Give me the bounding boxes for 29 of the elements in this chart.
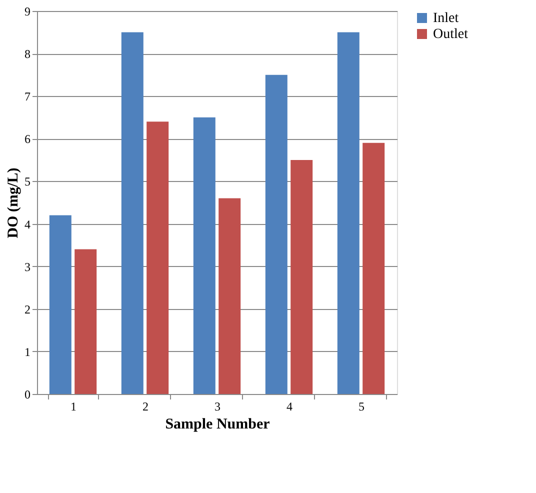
bar	[265, 74, 288, 394]
bar	[362, 142, 385, 394]
y-tick-label: 4	[24, 217, 30, 232]
y-tick-label: 8	[24, 47, 30, 62]
bar	[74, 249, 97, 394]
y-tick-label: 6	[24, 132, 30, 146]
x-axis-title: Sample Number	[165, 416, 270, 432]
x-tick-label: 5	[358, 400, 364, 414]
y-tick-label: 3	[24, 260, 30, 274]
y-tick-label: 5	[24, 174, 30, 189]
bar	[49, 215, 72, 394]
x-tick-label: 2	[142, 400, 148, 414]
bar	[146, 122, 169, 394]
y-tick-label: 1	[24, 344, 30, 359]
legend-label: Inlet	[433, 11, 459, 26]
bar	[290, 160, 313, 394]
y-tick-label: 0	[24, 388, 30, 402]
x-tick-label: 4	[286, 400, 292, 414]
bar	[121, 32, 144, 394]
bar	[218, 198, 241, 394]
y-tick-label: 7	[24, 90, 30, 104]
legend-label: Outlet	[433, 27, 468, 42]
bar	[337, 32, 360, 394]
y-tick-label: 2	[24, 302, 30, 316]
y-axis-title: DO (mg/L)	[6, 168, 22, 238]
y-tick-label: 9	[24, 4, 30, 18]
x-tick-label: 1	[70, 400, 76, 414]
x-tick-label: 3	[214, 400, 220, 414]
bar	[193, 117, 216, 394]
